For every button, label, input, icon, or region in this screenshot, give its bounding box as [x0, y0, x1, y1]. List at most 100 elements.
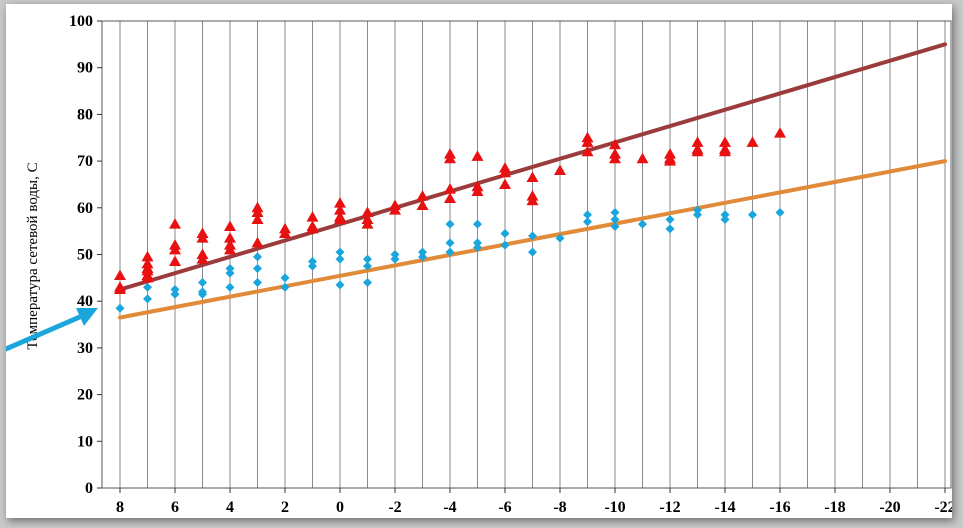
diamond-marker — [445, 247, 455, 257]
diamond-marker — [693, 210, 702, 220]
triangle-marker — [719, 136, 731, 147]
diamond-marker — [528, 247, 537, 257]
triangle-marker — [141, 250, 154, 262]
triangle-marker — [334, 204, 346, 215]
diamond-marker — [225, 268, 235, 278]
triangle-marker — [306, 211, 319, 222]
pointer-arrow-head — [76, 308, 98, 326]
x-tick-label: -2 — [388, 499, 401, 516]
y-tick-label: 90 — [77, 60, 93, 77]
triangle-marker — [719, 145, 731, 157]
y-tick-label: 70 — [77, 153, 93, 170]
triangle-marker — [334, 197, 346, 208]
triangle-marker — [251, 236, 264, 248]
diamond-marker — [583, 217, 592, 227]
pointer-arrow — [6, 308, 98, 352]
y-tick-label: 10 — [77, 433, 93, 450]
diamond-marker — [280, 282, 290, 292]
triangle-marker — [691, 145, 704, 157]
triangle-marker — [169, 243, 181, 255]
triangle-marker — [636, 152, 649, 164]
triangle-marker — [279, 227, 291, 238]
triangle-marker — [416, 190, 429, 201]
triangle-marker — [499, 178, 511, 189]
x-tick-label: -8 — [553, 499, 566, 516]
triangle-marker — [114, 283, 126, 295]
diamond-marker — [198, 278, 207, 288]
diamond-marker — [418, 247, 427, 257]
triangle-marker — [499, 166, 511, 178]
triangle-marker — [444, 152, 456, 164]
triangle-marker — [526, 171, 539, 182]
diamond-marker — [610, 221, 620, 231]
diamond-marker — [610, 214, 620, 224]
y-tick-label: 40 — [77, 293, 93, 310]
y-tick-label: 60 — [77, 200, 93, 217]
pointer-arrow-shaft — [6, 313, 85, 352]
diamond-marker — [500, 240, 510, 250]
diamond-marker — [720, 214, 730, 224]
x-tick-label: -16 — [769, 499, 790, 516]
diamond-marker — [500, 228, 510, 238]
x-tick-label: 8 — [116, 499, 124, 516]
triangle-marker — [526, 194, 539, 206]
diamond-marker — [720, 210, 730, 220]
triangle-marker — [471, 150, 484, 161]
triangle-marker — [196, 253, 209, 264]
x-tick-label: -10 — [604, 499, 625, 516]
diamond-marker — [473, 242, 482, 252]
x-tick-label: -4 — [443, 499, 456, 516]
diamond-marker — [253, 252, 262, 262]
triangle-marker — [169, 218, 181, 229]
triangle-marker — [306, 222, 319, 234]
diamond-marker — [445, 219, 455, 229]
x-tick-label: -18 — [824, 499, 845, 516]
diamond-marker — [335, 247, 345, 257]
triangle-marker — [746, 136, 759, 147]
diamond-marker — [390, 254, 400, 264]
triangle-marker — [141, 271, 154, 283]
y-tick-label: 20 — [77, 387, 93, 404]
triangle-marker — [416, 199, 429, 210]
x-tick-label: -14 — [714, 499, 735, 516]
x-tick-label: 6 — [171, 499, 179, 516]
triangle-marker — [444, 192, 456, 203]
diamond-marker — [363, 254, 372, 264]
diamond-marker — [418, 252, 427, 262]
y-tick-label: 80 — [77, 106, 93, 123]
y-axis-ticks: 0 10 20 30 40 50 60 70 80 90 100 — [69, 13, 102, 497]
triangle-marker — [361, 206, 374, 217]
diamond-marker — [253, 278, 262, 288]
diamond-marker — [335, 280, 345, 290]
diamond-marker — [198, 289, 207, 299]
x-tick-label: -12 — [659, 499, 680, 516]
diamond-marker — [665, 214, 675, 224]
x-tick-label: -22 — [934, 499, 952, 516]
diamond-marker — [583, 210, 592, 220]
diamond-marker — [308, 257, 317, 267]
diamond-marker — [308, 261, 317, 271]
chart-frame: 0 10 20 30 40 50 60 70 80 90 100 8 6 4 2 0 -2 -4 -6 -8 -10-… — [6, 4, 952, 518]
diamond-marker — [473, 238, 482, 248]
triangle-marker — [609, 152, 621, 164]
diamond-marker — [555, 233, 565, 243]
trend-line — [118, 42, 947, 292]
diamond-marker — [170, 285, 180, 295]
diamond-marker — [638, 219, 647, 229]
diamond-marker — [225, 264, 235, 274]
triangle-marker — [251, 213, 264, 224]
triangle-marker — [334, 213, 346, 224]
data-points — [114, 127, 786, 313]
diamond-marker — [528, 231, 537, 241]
triangle-marker — [691, 136, 704, 147]
diamond-marker — [665, 224, 675, 234]
x-tick-label: -20 — [879, 499, 900, 516]
diamond-marker — [143, 282, 152, 292]
diamond-marker — [473, 219, 482, 229]
diamond-marker — [335, 254, 345, 264]
triangle-marker — [196, 232, 209, 243]
x-tick-label: 2 — [281, 499, 289, 516]
triangle-marker — [471, 185, 484, 196]
triangle-marker — [664, 155, 676, 166]
